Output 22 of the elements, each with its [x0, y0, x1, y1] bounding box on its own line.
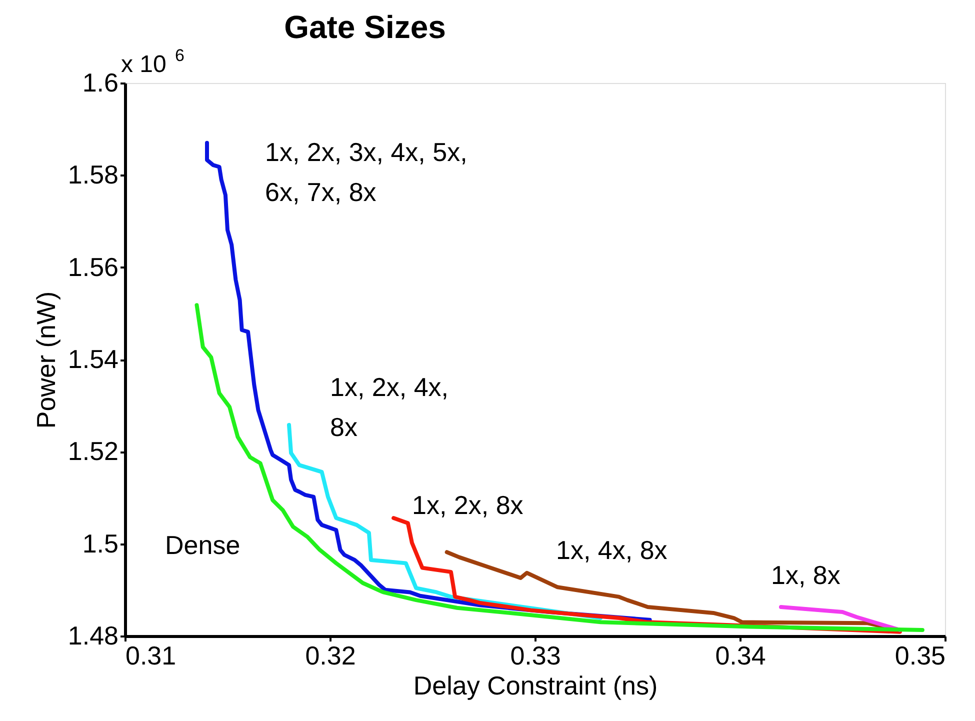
series-label: Dense — [165, 530, 240, 560]
series-label: 1x, 4x, 8x — [556, 535, 668, 565]
y-tick-label: 1.6 — [82, 68, 118, 98]
series-label: 1x, 2x, 8x — [412, 490, 524, 520]
y-tick-label: 1.56 — [68, 252, 118, 282]
y-tick-label: 1.58 — [68, 160, 118, 190]
x-tick-label: 0.35 — [894, 640, 946, 670]
y-tick-label: 1.48 — [68, 620, 118, 650]
y-tick-label: 1.54 — [68, 344, 118, 374]
x-tick-label: 0.34 — [715, 640, 766, 670]
x-tick-label: 0.32 — [305, 640, 356, 670]
line-series — [779, 604, 902, 632]
chart-title: Gate Sizes — [284, 9, 446, 45]
series-label: 1x, 2x, 4x, 8x — [330, 372, 448, 442]
y-tick-label: 1.5 — [82, 528, 118, 558]
x-tick-label: 0.33 — [510, 640, 561, 670]
x-axis-title: Delay Constraint (ns) — [413, 670, 658, 700]
x-tick-label: 0.31 — [126, 640, 176, 670]
y-axis-title: Power (nW) — [30, 291, 61, 429]
series-label: 1x, 2x, 3x, 4x, 5x, 6x, 7x, 8x — [265, 137, 468, 207]
series-label: 1x, 8x — [771, 560, 840, 590]
y-tick-label: 1.52 — [68, 436, 118, 466]
